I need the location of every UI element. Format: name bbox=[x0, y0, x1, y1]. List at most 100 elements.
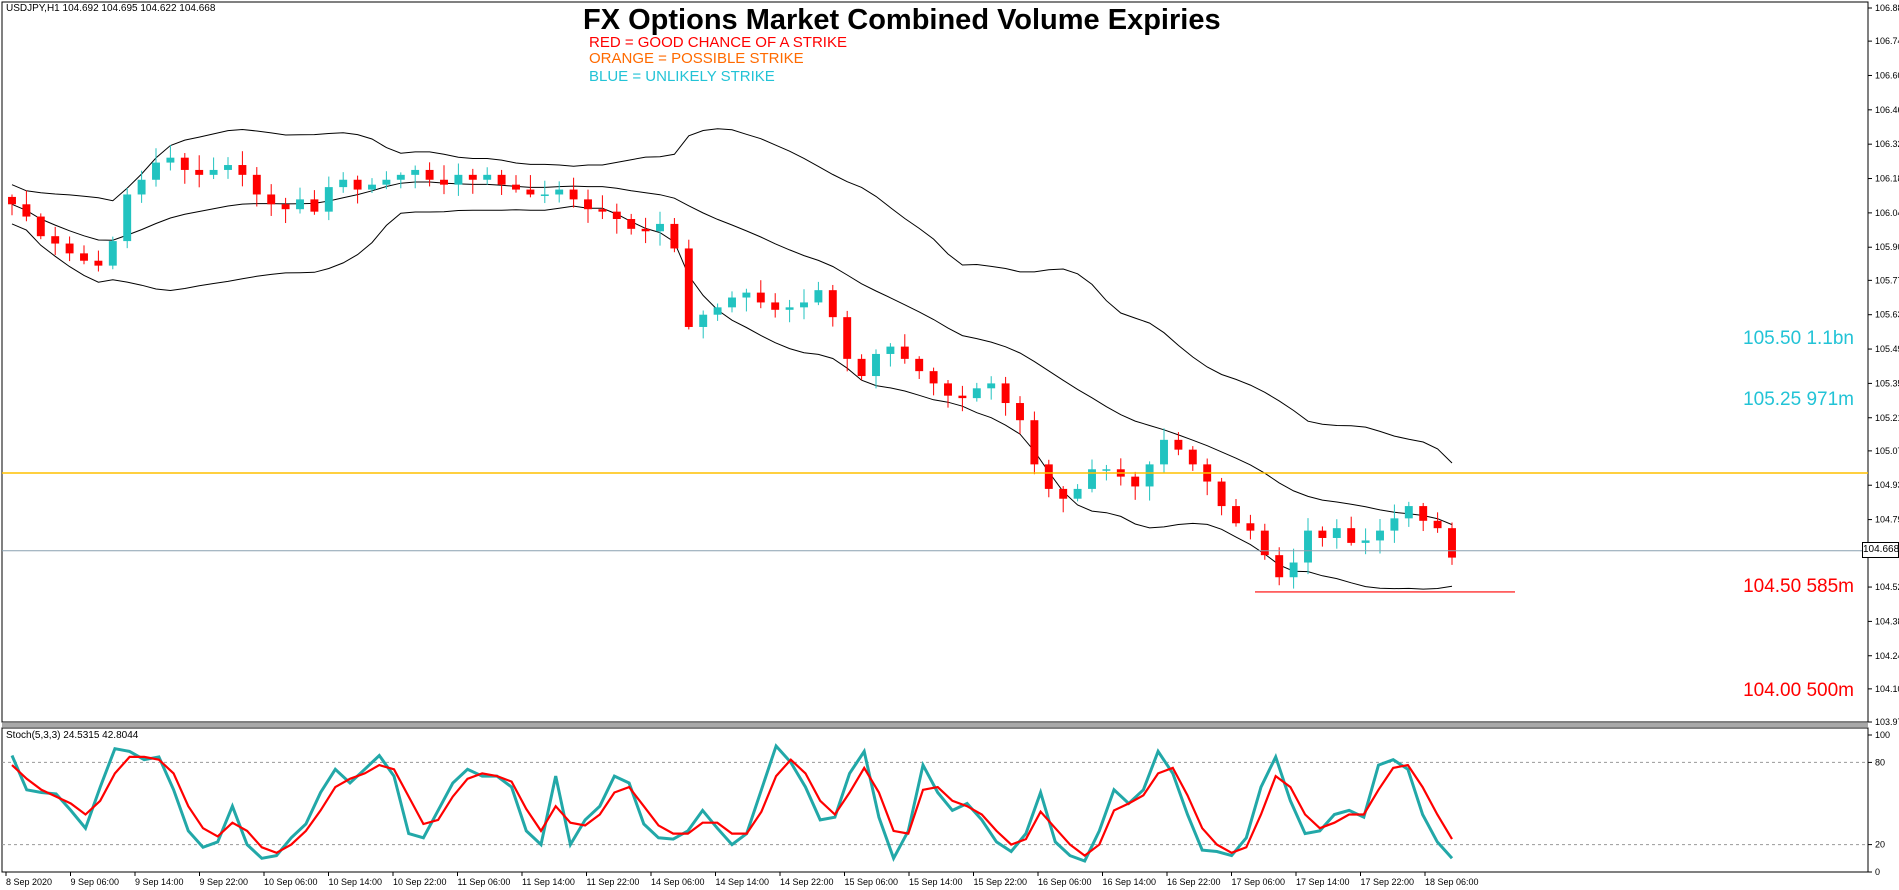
price-tick-label: 106.185 bbox=[1875, 174, 1899, 184]
time-tick-label: 16 Sep 22:00 bbox=[1167, 877, 1221, 887]
candle-body bbox=[1073, 488, 1082, 499]
candle-body bbox=[1044, 464, 1053, 489]
candle-body bbox=[1419, 506, 1428, 521]
candle-body bbox=[843, 317, 852, 359]
price-tick-label: 105.630 bbox=[1875, 310, 1899, 320]
price-tick-label: 105.770 bbox=[1875, 275, 1899, 285]
stochastic-label: Stoch(5,3,3) 24.5315 42.8044 bbox=[6, 730, 139, 741]
candle-body bbox=[598, 209, 607, 212]
price-axis: 106.880 106.745 106.605 106.465 106.325 106.1… bbox=[1868, 3, 1899, 877]
candle-body bbox=[627, 219, 636, 229]
candle-body bbox=[483, 174, 492, 180]
candle-body bbox=[324, 187, 333, 212]
candle-body bbox=[756, 292, 765, 303]
candle-body bbox=[944, 383, 952, 396]
candle-body bbox=[497, 174, 506, 185]
candle-body bbox=[281, 204, 290, 210]
time-tick-label: 8 Sep 2020 bbox=[6, 877, 52, 887]
expiry-label-104-00: 104.00 500m bbox=[1743, 680, 1854, 701]
candle-body bbox=[238, 165, 247, 175]
stochastic-pane bbox=[1, 727, 1869, 873]
candle-body bbox=[1131, 476, 1140, 487]
time-tick-label: 11 Sep 22:00 bbox=[587, 877, 640, 887]
candle-body bbox=[857, 358, 866, 377]
time-tick-label: 15 Sep 06:00 bbox=[845, 877, 899, 887]
candle-body bbox=[1332, 528, 1341, 538]
candle-body bbox=[1390, 518, 1399, 531]
price-tick-label: 105.905 bbox=[1875, 242, 1899, 252]
candle-body bbox=[814, 290, 823, 303]
candle-body bbox=[670, 223, 679, 249]
candle-body bbox=[1188, 449, 1197, 465]
candle-body bbox=[454, 174, 463, 185]
candle-body bbox=[929, 371, 938, 384]
price-tick-label: 104.520 bbox=[1875, 582, 1899, 592]
candle-body bbox=[209, 169, 218, 175]
price-tick-label: 103.970 bbox=[1875, 717, 1899, 727]
candle-body bbox=[1404, 506, 1413, 519]
time-tick-label: 15 Sep 22:00 bbox=[974, 877, 1028, 887]
candle-body bbox=[886, 346, 895, 354]
candle-body bbox=[1361, 540, 1370, 543]
candle-body bbox=[1217, 481, 1226, 507]
candle-body bbox=[108, 241, 117, 266]
candle-body bbox=[195, 169, 204, 175]
stoch-tick-label: 0 bbox=[1875, 867, 1880, 877]
candle-body bbox=[656, 223, 664, 232]
candle-body bbox=[958, 395, 967, 399]
expiry-label-105-50: 105.50 1.1bn bbox=[1743, 328, 1854, 349]
stoch-tick-label: 20 bbox=[1875, 840, 1885, 850]
bollinger-middle bbox=[11, 181, 1453, 526]
price-tick-label: 105.075 bbox=[1875, 446, 1899, 456]
time-tick-label: 18 Sep 06:00 bbox=[1425, 877, 1479, 887]
bollinger-upper bbox=[11, 128, 1453, 464]
price-tick-label: 106.605 bbox=[1875, 70, 1899, 80]
candle-body bbox=[267, 194, 276, 205]
candle-body bbox=[1059, 488, 1068, 499]
price-tick-label: 104.380 bbox=[1875, 616, 1899, 626]
candle-body bbox=[900, 346, 909, 359]
candle-body bbox=[987, 383, 996, 389]
current-price-tag: 104.668 bbox=[1862, 542, 1899, 558]
stoch-tick-label: 80 bbox=[1875, 757, 1885, 767]
expiry-label-104-50: 104.50 585m bbox=[1743, 576, 1854, 597]
candle-body bbox=[296, 199, 304, 210]
time-tick-label: 9 Sep 06:00 bbox=[71, 877, 120, 887]
candle-body bbox=[1304, 530, 1312, 563]
candle-body bbox=[728, 297, 736, 308]
chart-title: FX Options Market Combined Volume Expiri… bbox=[583, 4, 1221, 36]
candle-body bbox=[94, 260, 103, 266]
candle-body bbox=[152, 162, 160, 180]
candle-body bbox=[612, 211, 621, 220]
candle-body bbox=[310, 199, 319, 212]
candle-body bbox=[1016, 403, 1024, 421]
candle-body bbox=[382, 179, 391, 185]
legend-blue: BLUE = UNLIKELY STRIKE bbox=[589, 68, 775, 85]
candle-body bbox=[1145, 464, 1154, 487]
candle-body bbox=[872, 353, 880, 377]
pane-separator bbox=[2, 723, 1868, 727]
bollinger-lower bbox=[11, 205, 1453, 590]
candle-body bbox=[468, 174, 477, 180]
candle-body bbox=[1001, 383, 1010, 404]
candle-body bbox=[339, 179, 348, 188]
candle-body bbox=[684, 248, 693, 327]
candle-body bbox=[641, 228, 650, 232]
candle-body bbox=[396, 174, 405, 180]
candle-body bbox=[828, 290, 837, 318]
time-tick-label: 16 Sep 14:00 bbox=[1103, 877, 1157, 887]
price-tick-label: 104.795 bbox=[1875, 515, 1899, 525]
candle-body bbox=[742, 292, 751, 298]
candle-body bbox=[1275, 555, 1284, 578]
candle-body bbox=[1030, 420, 1039, 465]
legend-orange: ORANGE = POSSIBLE STRIKE bbox=[589, 50, 804, 67]
stoch-k-line bbox=[10, 743, 1454, 863]
candle-body bbox=[1376, 530, 1384, 541]
candle-body bbox=[1160, 439, 1168, 465]
price-tick-label: 105.210 bbox=[1875, 413, 1899, 423]
candle-body bbox=[123, 194, 132, 242]
candle-body bbox=[80, 253, 88, 261]
candle-body bbox=[584, 199, 592, 210]
candle-body bbox=[540, 194, 549, 196]
